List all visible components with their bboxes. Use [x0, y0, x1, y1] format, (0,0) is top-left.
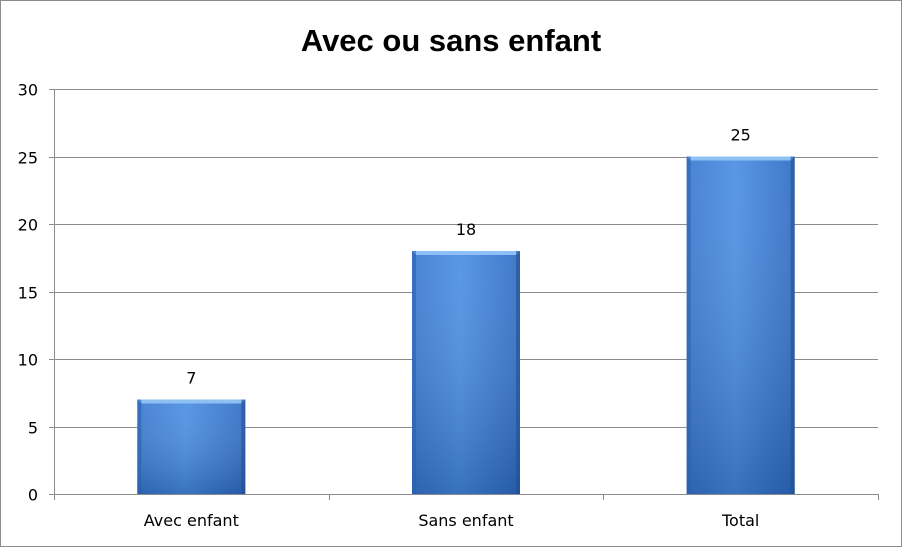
- chart-title: Avec ou sans enfant: [301, 23, 601, 58]
- x-category-label: Avec enfant: [144, 511, 239, 530]
- y-tick-label: 5: [28, 419, 38, 438]
- bar-shade: [686, 156, 795, 494]
- y-tick-label: 30: [18, 81, 38, 100]
- bar: [137, 399, 246, 494]
- x-category-label: Total: [721, 511, 759, 530]
- bar-shade: [137, 399, 246, 494]
- bar-edge: [790, 156, 795, 494]
- x-category-label: Sans enfant: [418, 511, 513, 530]
- bar-bevel: [412, 251, 520, 255]
- bar-edge: [516, 251, 520, 494]
- y-tick-label: 0: [28, 486, 38, 505]
- y-axis-ticks: 0 5 10 15 20 25 30: [18, 81, 38, 505]
- bar: [412, 251, 520, 494]
- bar-bevel: [137, 399, 246, 404]
- bar-edge: [686, 156, 691, 494]
- data-label: 25: [730, 126, 750, 145]
- data-labels: 7 18 25: [186, 126, 751, 388]
- y-tick-label: 20: [18, 216, 38, 235]
- bar-shade: [412, 251, 520, 494]
- axes: [49, 89, 879, 500]
- x-axis-labels: Avec enfant Sans enfant Total: [144, 511, 760, 530]
- y-tick-label: 10: [18, 351, 38, 370]
- bar-bevel: [686, 156, 795, 161]
- y-tick-label: 25: [18, 149, 38, 168]
- bar-edge: [241, 399, 246, 494]
- bar-edge: [412, 251, 416, 494]
- data-label: 18: [456, 220, 476, 239]
- bars: [137, 156, 795, 494]
- data-label: 7: [186, 369, 196, 388]
- bar-edge: [137, 399, 142, 494]
- y-tick-label: 15: [18, 284, 38, 303]
- bar: [686, 156, 795, 494]
